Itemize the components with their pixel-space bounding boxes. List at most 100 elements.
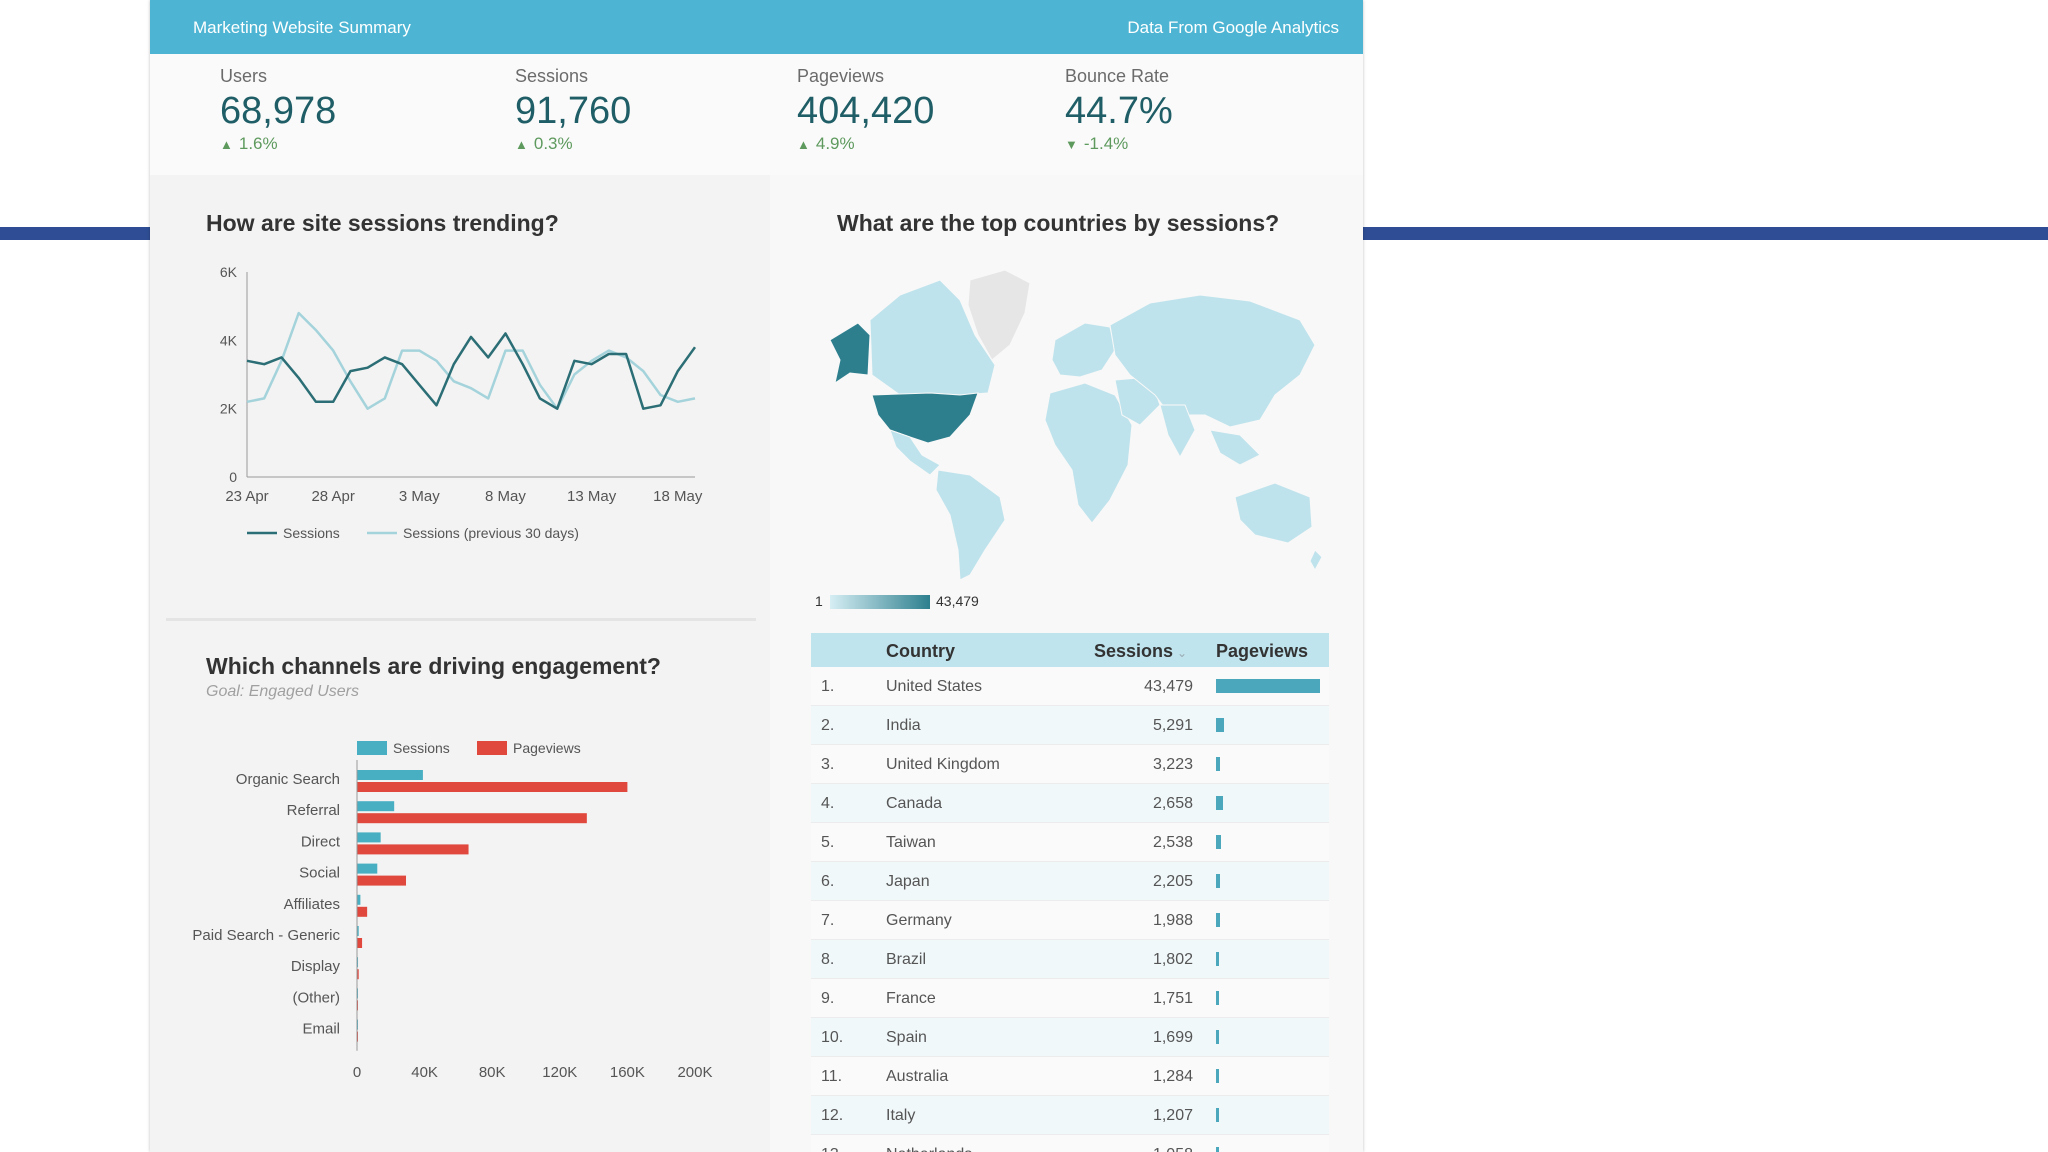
x-tick-label: 13 May [567, 488, 617, 505]
kpi-change: ▲ 4.9% [797, 134, 1057, 154]
row-pageviews-bar [1216, 952, 1219, 966]
category-label: Display [291, 958, 341, 975]
row-country: United States [886, 678, 983, 695]
row-sessions: 1,284 [1152, 1068, 1193, 1085]
row-sessions: 3,223 [1152, 756, 1193, 773]
table-row[interactable]: 10. Spain 1,699 [811, 1018, 1329, 1057]
row-pageviews-bar [1216, 991, 1219, 1005]
table-row[interactable]: 7. Germany 1,988 [811, 901, 1329, 940]
row-sessions: 2,658 [1152, 795, 1193, 812]
table-row[interactable]: 6. Japan 2,205 [811, 862, 1329, 901]
header-pageviews[interactable]: Pageviews [1216, 641, 1309, 661]
header-country[interactable]: Country [886, 641, 955, 661]
row-index: 7. [821, 912, 835, 929]
y-tick-label: 6K [220, 264, 238, 280]
row-sessions: 1,802 [1152, 951, 1193, 968]
map-asia [1109, 294, 1316, 428]
map-europe [1051, 322, 1116, 378]
y-tick-label: 4K [220, 332, 238, 348]
map-southeast-asia [1209, 429, 1261, 466]
row-index: 8. [821, 951, 835, 968]
row-index: 12. [821, 1107, 844, 1124]
channels-chart-title: Which channels are driving engagement? [206, 653, 661, 679]
map-alaska [829, 322, 871, 385]
bar-pageviews [357, 938, 363, 948]
category-label: Email [302, 1021, 340, 1038]
table-row[interactable]: 4. Canada 2,658 [811, 784, 1329, 823]
row-country: Netherlands [886, 1146, 972, 1152]
row-pageviews-bar [1216, 1030, 1219, 1044]
kpi-change-value: 4.9% [815, 134, 855, 153]
bar-sessions [357, 770, 423, 780]
row-country: Italy [886, 1107, 916, 1124]
header-sessions[interactable]: Sessions ⌄ [1094, 641, 1187, 662]
x-tick-label: 18 May [653, 488, 703, 505]
kpi-label: Sessions [515, 66, 589, 86]
kpi-label: Bounce Rate [1065, 66, 1170, 86]
map-usa [871, 392, 979, 444]
arrow-up-icon: ▲ [515, 137, 528, 152]
dashboard-title: Marketing Website Summary [193, 18, 411, 37]
row-index: 11. [821, 1068, 843, 1085]
row-pageviews-bar [1216, 718, 1224, 732]
row-pageviews-bar [1216, 1069, 1219, 1083]
row-country: Japan [886, 873, 930, 890]
row-index: 10. [821, 1029, 844, 1046]
map-legend-gradient [830, 595, 930, 609]
arrow-down-icon: ▼ [1065, 137, 1078, 152]
x-tick-label: 80K [479, 1064, 506, 1081]
category-label: Social [299, 865, 340, 882]
sessions-trend-chart: 0 2K 4K 6K 23 Apr 28 Apr 3 May 8 May 13 May 18 Ma… [220, 264, 703, 541]
legend-swatch-sessions [357, 741, 387, 755]
data-source-label: Data From Google Analytics [1127, 18, 1339, 37]
row-country: Spain [886, 1029, 927, 1046]
map-new-zealand [1309, 549, 1323, 572]
table-row[interactable]: 9. France 1,751 [811, 979, 1329, 1018]
row-country: Germany [886, 912, 952, 929]
legend-label-sessions: Sessions [393, 740, 450, 756]
map-africa [1044, 382, 1133, 524]
table-row[interactable]: 1. United States 43,479 [811, 667, 1329, 706]
row-index: 4. [821, 795, 835, 812]
kpi-value: 44.7% [1065, 90, 1173, 132]
row-sessions: 2,538 [1152, 834, 1193, 851]
header-sessions-label: Sessions [1094, 641, 1174, 661]
bar-sessions [357, 801, 395, 812]
table-row[interactable]: 13. Netherlands 1,058 [811, 1135, 1329, 1152]
left-panel: How are site sessions trending? 0 2K 4K 6K 2… [150, 175, 770, 1152]
legend-label-pageviews: Pageviews [513, 740, 581, 756]
bar-pageviews [357, 813, 587, 824]
sessions-line [246, 332, 697, 410]
row-sessions: 1,988 [1152, 912, 1193, 929]
table-row[interactable]: 3. United Kingdom 3,223 [811, 745, 1329, 784]
kpi-bounce-rate: Bounce Rate 44.7% ▼ -1.4% [1065, 66, 1325, 154]
trend-chart-title: How are site sessions trending? [206, 210, 559, 236]
kpi-users: Users 68,978 ▲ 1.6% [220, 66, 480, 154]
table-row[interactable]: 2. India 5,291 [811, 706, 1329, 745]
arrow-up-icon: ▲ [220, 137, 233, 152]
row-pageviews-bar [1216, 1147, 1219, 1152]
arrow-up-icon: ▲ [797, 137, 810, 152]
countries-table: Country Sessions ⌄ Pageviews 1. United Sta… [811, 633, 1329, 1152]
row-country: Canada [886, 795, 943, 812]
x-tick-label: 3 May [399, 488, 440, 505]
table-row[interactable]: 5. Taiwan 2,538 [811, 823, 1329, 862]
channels-bar-chart: Sessions Pageviews Organic Search Referral D… [192, 740, 712, 1081]
table-row[interactable]: 8. Brazil 1,802 [811, 940, 1329, 979]
row-pageviews-bar [1216, 913, 1220, 927]
row-pageviews-bar [1216, 757, 1220, 771]
bar-sessions [357, 863, 378, 874]
kpi-change-value: 1.6% [238, 134, 278, 153]
map-greenland [967, 269, 1031, 361]
row-sessions: 1,699 [1152, 1029, 1193, 1046]
panel-divider [166, 618, 756, 621]
kpi-change: ▲ 1.6% [220, 134, 480, 154]
category-label: Organic Search [236, 771, 340, 788]
table-row[interactable]: 11. Australia 1,284 [811, 1057, 1329, 1096]
x-tick-label: 23 Apr [225, 488, 268, 505]
table-row[interactable]: 12. Italy 1,207 [811, 1096, 1329, 1135]
x-tick-label: 40K [411, 1064, 438, 1081]
row-country: Brazil [886, 951, 927, 968]
kpi-value: 91,760 [515, 90, 632, 132]
legend-label-sessions-previous: Sessions (previous 30 days) [403, 525, 579, 541]
